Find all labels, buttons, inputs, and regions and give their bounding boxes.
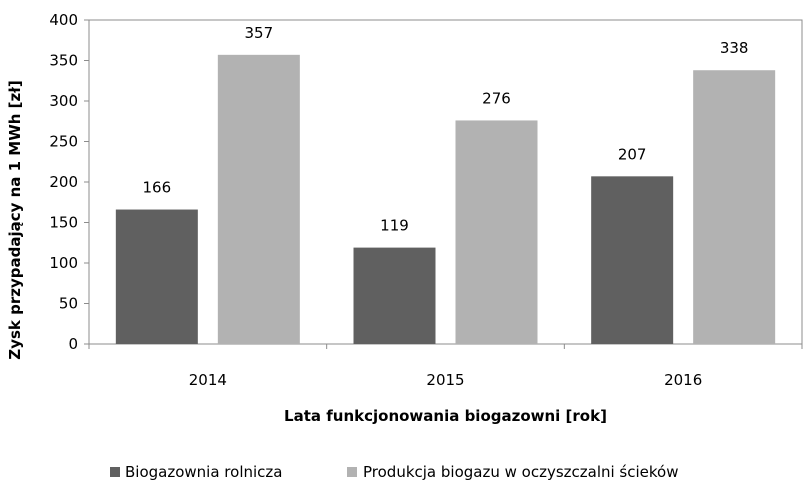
bar-produkcja-biogazu-2014 <box>217 54 300 344</box>
bar-data-label: 166 <box>143 179 172 197</box>
y-tick-label: 400 <box>49 11 78 29</box>
bar-produkcja-biogazu-2015 <box>455 120 538 344</box>
y-tick-label: 100 <box>49 254 78 272</box>
bar-data-labels: 166 119 207 357 276 338 <box>143 24 749 235</box>
y-tick-label: 250 <box>49 133 78 151</box>
legend: Biogazownia rolnicza Produkcja biogazu w… <box>110 463 679 481</box>
bar-biogazownia-rolnicza-2016 <box>591 176 674 344</box>
bar-biogazownia-rolnicza-2014 <box>115 209 198 344</box>
y-tick-label: 50 <box>59 295 78 313</box>
y-axis-title: Zysk przypadający na 1 MWh [zł] <box>6 80 24 359</box>
bars <box>115 54 776 344</box>
x-tick-label: 2016 <box>664 371 702 389</box>
bar-produkcja-biogazu-2016 <box>693 70 776 344</box>
bar-data-label: 338 <box>720 39 749 57</box>
x-tick-label: 2014 <box>189 371 227 389</box>
legend-label-produkcja-biogazu: Produkcja biogazu w oczyszczalni ścieków <box>363 463 679 481</box>
legend-label-biogazownia-rolnicza: Biogazownia rolnicza <box>125 463 282 481</box>
legend-swatch-biogazownia-rolnicza <box>110 467 120 477</box>
y-tick-label: 0 <box>68 335 78 353</box>
y-tick-label: 200 <box>49 173 78 191</box>
x-axis-title: Lata funkcjonowania biogazowni [rok] <box>284 407 607 425</box>
y-tick-label: 150 <box>49 214 78 232</box>
y-axis-ticks: 0 50 100 150 200 250 300 350 400 <box>49 11 89 353</box>
bar-data-label: 357 <box>245 24 274 42</box>
bar-data-label: 207 <box>618 145 647 163</box>
x-axis-ticks: 2014 2015 2016 <box>88 344 803 389</box>
bar-data-label: 276 <box>482 89 511 107</box>
y-tick-label: 350 <box>49 52 78 70</box>
bar-biogazownia-rolnicza-2015 <box>353 247 436 344</box>
legend-swatch-produkcja-biogazu <box>347 467 357 477</box>
bar-data-label: 119 <box>380 217 409 235</box>
x-tick-label: 2015 <box>426 371 464 389</box>
y-tick-label: 300 <box>49 92 78 110</box>
